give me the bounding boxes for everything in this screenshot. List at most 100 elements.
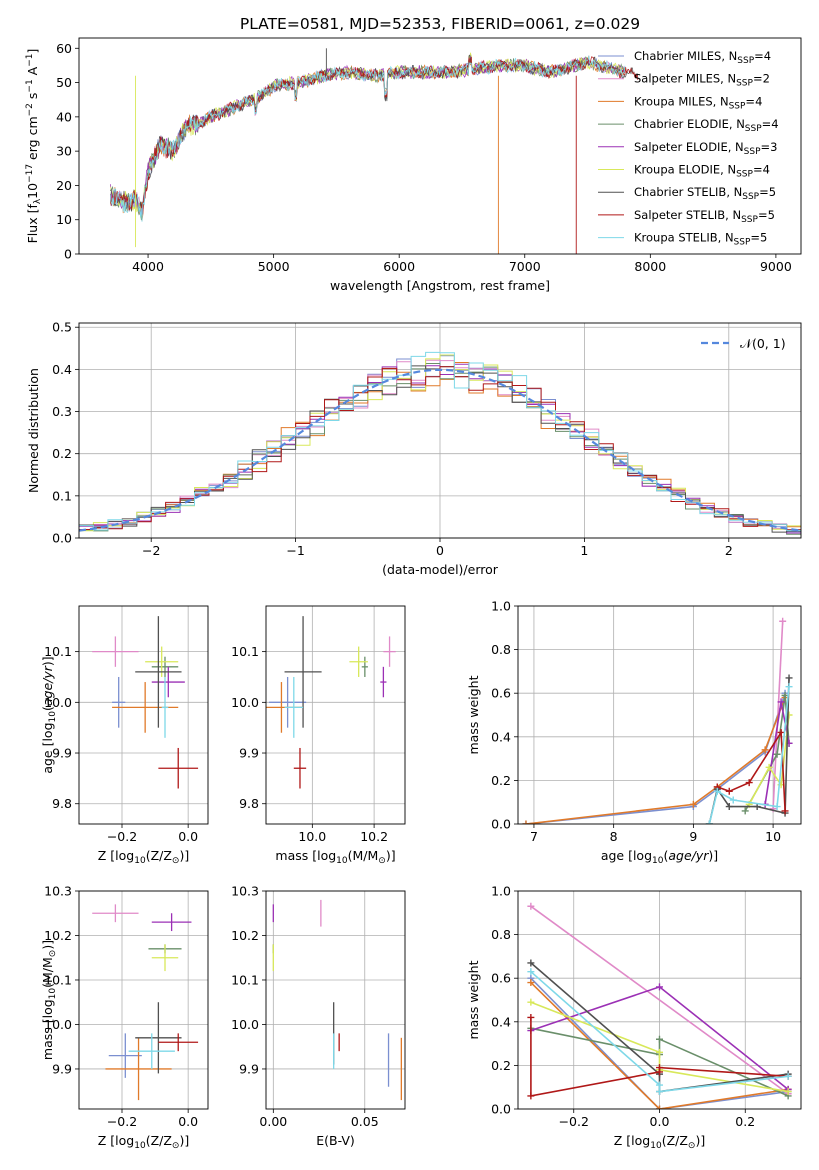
x-axis-label-part: )] bbox=[708, 848, 718, 863]
error-point bbox=[92, 904, 139, 923]
error-point bbox=[128, 1033, 175, 1069]
legend-entry: Kroupa STELIB, NSSP=5 bbox=[634, 231, 767, 248]
x-tick-label: 0.05 bbox=[351, 1114, 379, 1129]
series-marker bbox=[705, 820, 713, 824]
legend-entry-part: = bbox=[762, 117, 772, 131]
error-point bbox=[284, 676, 304, 738]
plot-area bbox=[272, 899, 402, 1101]
x-tick-label: −1 bbox=[286, 543, 304, 558]
axes-frame bbox=[78, 605, 209, 825]
series-line bbox=[705, 683, 793, 824]
error-point bbox=[105, 1037, 172, 1101]
panel-residuals: −2 −1 0 1 2 0.0 0.1 0.2 0.3 0.4 0.5 (data-model)/er… bbox=[26, 320, 802, 577]
error-point bbox=[269, 676, 307, 728]
legend-entry-part: , bbox=[728, 140, 735, 154]
legend-entry-part: N bbox=[725, 231, 734, 245]
y-axis-label-part: mass [log bbox=[40, 999, 55, 1060]
grid bbox=[266, 606, 405, 824]
x-axis-label-part: 10 bbox=[134, 856, 146, 866]
error-point bbox=[293, 747, 307, 789]
legend-entry-part: SSP bbox=[736, 79, 753, 89]
legend-entry-part: = bbox=[754, 49, 764, 63]
legend-entry: Kroupa ELODIE, NSSP=4 bbox=[634, 163, 770, 180]
legend-entry-part: 5 bbox=[769, 185, 776, 199]
y-axis-label-part: ⊙ bbox=[48, 950, 58, 958]
y-tick-label: 0.0 bbox=[491, 817, 511, 832]
series-path bbox=[530, 905, 789, 1095]
error-point bbox=[112, 676, 126, 728]
y-tick-label: 10.1 bbox=[231, 644, 259, 659]
x-axis-label: Z [log10(Z/Z⊙)] bbox=[98, 848, 189, 866]
axes-frame bbox=[517, 605, 802, 825]
error-point bbox=[158, 747, 199, 789]
series-marker bbox=[773, 803, 781, 811]
x-axis-label-part: )] bbox=[386, 848, 396, 863]
series-marker bbox=[527, 959, 535, 967]
x-tick-label: 5000 bbox=[258, 259, 290, 274]
y-tick-label: 9.8 bbox=[52, 796, 72, 811]
y-tick-label: 10 bbox=[56, 212, 72, 227]
panel-mass-weight-vs-z: −0.2 0.0 0.2 0.0 0.2 0.4 0.6 0.8 1.0 Z [log10(Z/Z… bbox=[466, 884, 802, 1151]
y-axis-label: mass weight bbox=[466, 960, 481, 1039]
legend-entry: Chabrier ELODIE, NSSP=4 bbox=[634, 117, 779, 134]
histogram-step bbox=[79, 362, 801, 528]
series-marker bbox=[725, 803, 733, 811]
series-marker bbox=[784, 1072, 792, 1080]
error-point bbox=[151, 913, 192, 932]
legend-entry-part: = bbox=[761, 140, 771, 154]
figure-title: PLATE=0581, MJD=52353, FIBERID=0061, z=0… bbox=[240, 15, 640, 33]
y-axis-label-part: 10 bbox=[25, 183, 40, 199]
x-axis-label: Z [log10(Z/Z⊙)] bbox=[98, 1133, 189, 1151]
x-tick-label: 7 bbox=[530, 829, 538, 844]
panel-spectrum: 4000 5000 6000 7000 8000 9000 0 10 20 30 40 50 60 wav… bbox=[25, 37, 802, 293]
normal-curve bbox=[79, 368, 801, 532]
y-axis-label-part: −2 bbox=[25, 103, 35, 116]
y-tick-label: 0.6 bbox=[491, 686, 511, 701]
y-tick-label: 10.3 bbox=[231, 884, 259, 899]
series-marker bbox=[745, 779, 753, 787]
y-tick-label: 10.0 bbox=[44, 695, 72, 710]
y-tick-label: 9.9 bbox=[239, 1061, 259, 1076]
series-marker bbox=[761, 746, 769, 754]
x-tick-label: 8000 bbox=[634, 259, 666, 274]
error-point bbox=[92, 636, 139, 667]
y-tick-label: 40 bbox=[56, 109, 72, 124]
axes-frame bbox=[265, 890, 406, 1110]
series-marker bbox=[765, 763, 773, 771]
legend-entry-part: , bbox=[713, 94, 720, 108]
plot-area bbox=[92, 904, 199, 1101]
series-marker bbox=[785, 683, 793, 691]
legend-entry-part: , bbox=[720, 72, 727, 86]
axes-frame bbox=[78, 322, 802, 539]
panel-mass-vs-z: −0.2 0.09.910.010.110.210.3Z [log10(Z/Z⊙)… bbox=[40, 884, 209, 1151]
grid bbox=[79, 606, 208, 824]
axes-frame bbox=[517, 890, 802, 1110]
legend-entry-part: Salpeter STELIB bbox=[634, 208, 725, 222]
legend-entry-part: , bbox=[726, 185, 733, 199]
grid bbox=[266, 890, 405, 1109]
legend-entry-part: N bbox=[720, 94, 729, 108]
y-tick-label: 0.3 bbox=[52, 404, 72, 419]
panel-age-vs-mass: 10.0 10.2 9.8 9.9 10.0 10.1 mass [log10(M/M⊙)] bbox=[231, 605, 406, 866]
series-marker bbox=[777, 698, 785, 706]
legend-entry: Chabrier MILES, NSSP=4 bbox=[634, 49, 771, 66]
x-tick-label: 9 bbox=[689, 829, 697, 844]
y-axis-label-part: )] bbox=[40, 940, 55, 950]
legend-entry-part: SSP bbox=[734, 238, 751, 248]
legend-entry-part: N bbox=[727, 72, 736, 86]
y-tick-label: 9.9 bbox=[239, 746, 259, 761]
legend-entry-part: 5 bbox=[760, 231, 767, 245]
legend-entry-part: N bbox=[736, 117, 745, 131]
legend-entry-part: , bbox=[720, 163, 727, 177]
y-axis-label-part: erg cm bbox=[25, 116, 40, 164]
series-marker bbox=[729, 796, 737, 804]
x-tick-label: 8 bbox=[610, 829, 618, 844]
plot-area bbox=[110, 48, 639, 254]
series-marker bbox=[522, 820, 530, 824]
legend-entry-part: = bbox=[753, 163, 763, 177]
y-tick-label: 10.2 bbox=[44, 928, 72, 943]
y-tick-label: 1.0 bbox=[491, 884, 511, 899]
series-marker bbox=[527, 902, 535, 910]
series-marker bbox=[656, 1048, 663, 1056]
